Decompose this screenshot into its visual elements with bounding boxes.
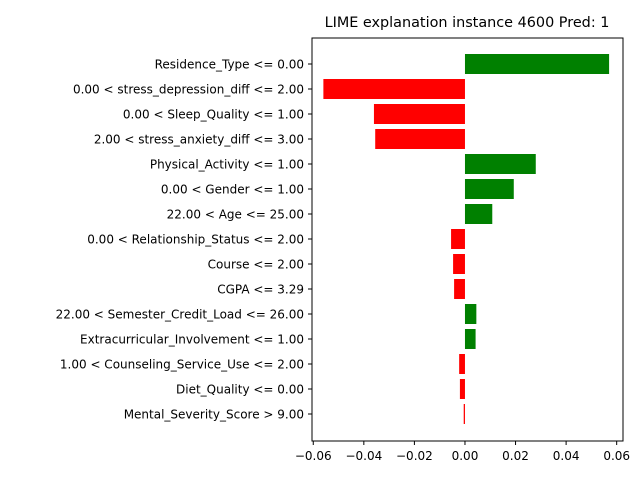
bar-7	[451, 229, 465, 249]
y-tick-label-7: 0.00 < Relationship_Status <= 2.00	[87, 233, 304, 247]
x-tick-labels: −0.06 −0.04 −0.02 0.00 0.02 0.04 0.06	[295, 441, 630, 463]
bar-10	[464, 304, 477, 324]
y-tick-label-0: Residence_Type <= 0.00	[155, 58, 304, 72]
bar-3	[375, 129, 465, 149]
y-tick-label-4: Physical_Activity <= 1.00	[150, 158, 304, 172]
x-tick-label-1: −0.04	[345, 449, 382, 463]
y-tick-label-10: 22.00 < Semester_Credit_Load <= 26.00	[56, 308, 304, 322]
axes-spines	[311, 37, 624, 442]
bar-0	[464, 54, 610, 74]
y-tick-label-9: CGPA <= 3.29	[217, 283, 304, 297]
y-tick-label-11: Extracurricular_Involvement <= 1.00	[80, 333, 304, 347]
y-tick-labels: Residence_Type <= 0.00 0.00 < stress_depr…	[56, 58, 312, 422]
x-tick-label-3: 0.00	[452, 449, 479, 463]
bar-5	[464, 179, 514, 199]
bar-14	[463, 404, 465, 424]
y-tick-label-3: 2.00 < stress_anxiety_diff <= 3.00	[94, 133, 304, 147]
bar-1	[323, 79, 465, 99]
bar-8	[453, 254, 465, 274]
bar-6	[464, 204, 493, 224]
y-tick-label-6: 22.00 < Age <= 25.00	[167, 208, 304, 222]
bar-13	[459, 379, 465, 399]
bar-4	[464, 154, 536, 174]
plot-frame	[311, 37, 624, 442]
y-tick-label-5: 0.00 < Gender <= 1.00	[161, 183, 304, 197]
y-tick-label-8: Course <= 2.00	[208, 258, 304, 272]
bar-11	[464, 329, 476, 349]
y-tick-label-14: Mental_Severity_Score > 9.00	[124, 408, 304, 422]
x-tick-label-5: 0.04	[553, 449, 580, 463]
chart-title: LIME explanation instance 4600 Pred: 1	[325, 15, 610, 31]
y-tick-label-1: 0.00 < stress_depression_diff <= 2.00	[73, 83, 304, 97]
bar-9	[454, 279, 465, 299]
bars-group	[323, 54, 610, 424]
y-tick-label-12: 1.00 < Counseling_Service_Use <= 2.00	[60, 358, 304, 372]
x-tick-label-6: 0.06	[603, 449, 630, 463]
bar-12	[459, 354, 465, 374]
y-tick-label-13: Diet_Quality <= 0.00	[176, 383, 304, 397]
y-tick-label-2: 0.00 < Sleep_Quality <= 1.00	[123, 108, 304, 122]
bar-2	[373, 104, 465, 124]
x-tick-label-0: −0.06	[295, 449, 332, 463]
x-tick-label-2: −0.02	[396, 449, 433, 463]
x-tick-label-4: 0.02	[502, 449, 529, 463]
